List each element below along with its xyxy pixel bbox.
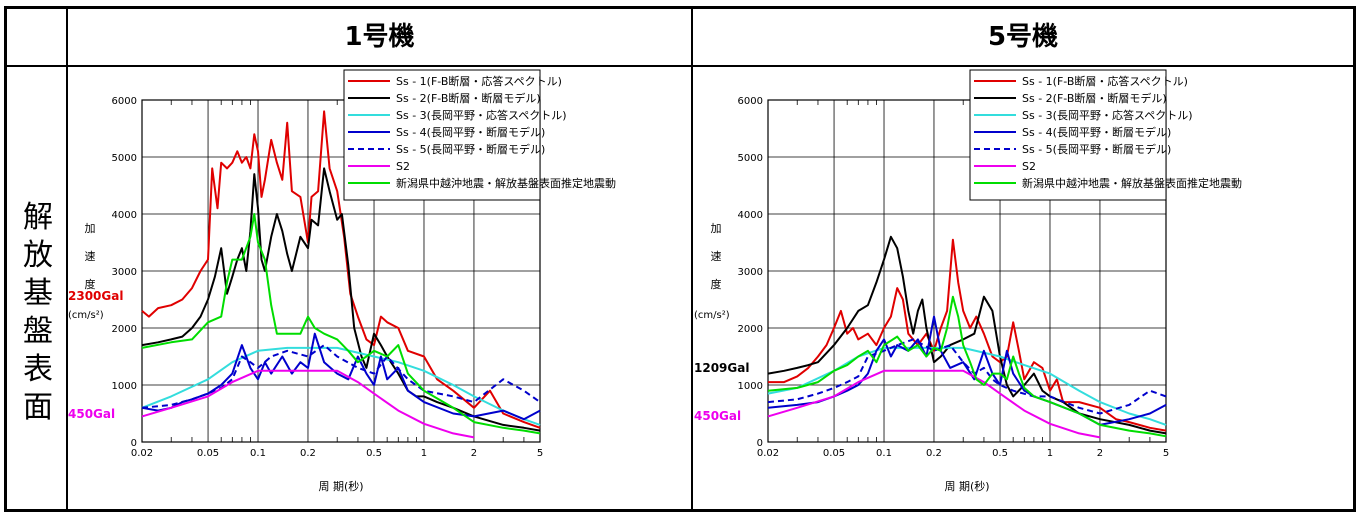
x-tick-label: 1 bbox=[1047, 448, 1053, 459]
x-tick-label: 0.02 bbox=[131, 448, 153, 459]
legend-label: S2 bbox=[1022, 160, 1036, 173]
table-frame: 1号機 5号機 解放基盤表面 bbox=[4, 6, 1356, 512]
unit1-title: 1号機 bbox=[344, 22, 415, 52]
peak-annotation: 2300Gal bbox=[68, 289, 123, 303]
series-line-ss4 bbox=[767, 315, 1167, 426]
header-divider bbox=[7, 65, 1353, 67]
series-line-ss5 bbox=[767, 338, 1167, 415]
y-axis-unit: (cm/s²) bbox=[68, 310, 104, 321]
x-tick-label: 5 bbox=[537, 448, 543, 459]
series-line-ss5 bbox=[141, 344, 541, 409]
y-axis-label-char: 度 bbox=[711, 277, 722, 291]
y-axis-label-char: 速 bbox=[711, 250, 722, 263]
y-tick-label: 5000 bbox=[738, 153, 763, 164]
x-tick-label: 5 bbox=[1163, 448, 1169, 459]
chart-unit1: 0.02 0.05 0.1 0.2 0.5 1 2 5 0 1000 2000 3000 4000 500… bbox=[68, 69, 616, 493]
series-line-s2 bbox=[767, 369, 1101, 439]
y-axis-label-char: 速 bbox=[85, 250, 96, 263]
peak-annotation: 450Gal bbox=[68, 407, 115, 421]
peak-annotation: 1209Gal bbox=[694, 361, 749, 375]
chart-unit5: 0.02 0.05 0.1 0.2 0.5 1 2 5 0 1000 2000 3000 4000 500… bbox=[694, 69, 1242, 493]
y-tick-label: 3000 bbox=[738, 267, 763, 278]
y-tick-label: 6000 bbox=[738, 96, 763, 107]
y-tick-label: 6000 bbox=[112, 96, 137, 107]
series-line-ss2 bbox=[141, 167, 541, 432]
x-tick-label: 0.1 bbox=[250, 448, 266, 459]
x-tick-label: 2 bbox=[471, 448, 477, 459]
legend-label: Ss - 2(F-B断層・断層モデル) bbox=[396, 91, 541, 105]
y-axis-label-char: 加 bbox=[711, 222, 722, 235]
legend-label: Ss - 3(長岡平野・応答スペクトル) bbox=[396, 108, 567, 122]
legend-label: Ss - 3(長岡平野・応答スペクトル) bbox=[1022, 108, 1193, 122]
y-axis-unit: (cm/s²) bbox=[694, 310, 730, 321]
y-tick-label: 2000 bbox=[112, 324, 137, 335]
y-tick-label: 1000 bbox=[112, 381, 137, 392]
series-line-eq bbox=[141, 213, 541, 435]
x-tick-label: 0.5 bbox=[366, 448, 382, 459]
x-tick-label: 0.2 bbox=[926, 448, 942, 459]
y-axis-label-char: 度 bbox=[85, 277, 96, 291]
series-line-ss3 bbox=[141, 346, 541, 426]
label-column-divider bbox=[66, 9, 68, 509]
y-tick-label: 4000 bbox=[112, 210, 137, 221]
legend-label: Ss - 5(長岡平野・断層モデル) bbox=[396, 142, 545, 156]
legend-label: 新潟県中越沖地震・解放基盤表面推定地震動 bbox=[1022, 176, 1242, 190]
series-line-eq bbox=[767, 295, 1167, 438]
legend-box bbox=[343, 69, 541, 201]
y-tick-label: 4000 bbox=[738, 210, 763, 221]
legend-label: Ss - 1(F-B断層・応答スペクトル) bbox=[1022, 74, 1188, 88]
legend-label: Ss - 2(F-B断層・断層モデル) bbox=[1022, 91, 1167, 105]
series-line-ss1 bbox=[141, 110, 541, 429]
x-axis-label: 周 期(秒) bbox=[944, 479, 989, 493]
x-tick-label: 0.05 bbox=[197, 448, 219, 459]
legend-box bbox=[969, 69, 1167, 201]
y-tick-label: 2000 bbox=[738, 324, 763, 335]
legend-label: Ss - 4(長岡平野・断層モデル) bbox=[1022, 125, 1171, 139]
unit5-title: 5号機 bbox=[987, 22, 1059, 52]
plot-area bbox=[141, 99, 541, 443]
y-tick-label: 0 bbox=[131, 438, 137, 449]
legend-label: 新潟県中越沖地震・解放基盤表面推定地震動 bbox=[396, 176, 616, 190]
y-tick-label: 5000 bbox=[112, 153, 137, 164]
x-tick-label: 0.05 bbox=[823, 448, 845, 459]
row-label: 解放基盤表面 bbox=[23, 200, 53, 425]
peak-annotation: 450Gal bbox=[694, 409, 741, 423]
x-axis-label: 周 期(秒) bbox=[318, 479, 363, 493]
legend-label: S2 bbox=[396, 160, 410, 173]
series-line-ss3 bbox=[767, 346, 1167, 426]
unit-column-divider bbox=[691, 9, 693, 509]
series-line-ss4 bbox=[141, 332, 541, 421]
plot-area bbox=[767, 99, 1167, 443]
x-tick-label: 2 bbox=[1097, 448, 1103, 459]
legend-label: Ss - 1(F-B断層・応答スペクトル) bbox=[396, 74, 562, 88]
series-line-ss2 bbox=[767, 235, 1167, 435]
y-tick-label: 3000 bbox=[112, 267, 137, 278]
y-tick-label: 1000 bbox=[738, 381, 763, 392]
legend-label: Ss - 5(長岡平野・断層モデル) bbox=[1022, 142, 1171, 156]
series-line-s2 bbox=[141, 369, 475, 439]
x-tick-label: 0.2 bbox=[300, 448, 316, 459]
x-tick-label: 0.1 bbox=[876, 448, 892, 459]
x-tick-label: 0.5 bbox=[992, 448, 1008, 459]
y-tick-label: 0 bbox=[757, 438, 763, 449]
y-axis-label-char: 加 bbox=[85, 222, 96, 235]
legend-label: Ss - 4(長岡平野・断層モデル) bbox=[396, 125, 545, 139]
x-tick-label: 0.02 bbox=[757, 448, 779, 459]
series-line-ss1 bbox=[768, 238, 1167, 432]
x-tick-label: 1 bbox=[421, 448, 427, 459]
